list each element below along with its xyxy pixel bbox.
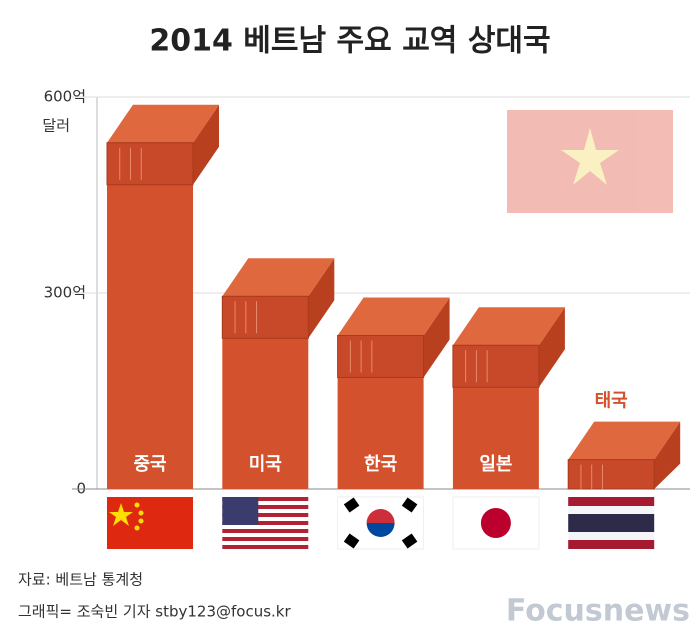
credit: 그래픽= 조숙빈 기자 stby123@focus.kr xyxy=(18,603,291,621)
bar-group xyxy=(337,297,450,489)
flag-stripe xyxy=(222,513,309,517)
flag-star xyxy=(138,510,144,516)
container-top xyxy=(337,297,450,336)
flag-trigram xyxy=(343,497,360,513)
container-front xyxy=(337,334,425,378)
flag-trigram xyxy=(343,533,360,549)
flag-stripe xyxy=(222,509,309,513)
flag-stripe xyxy=(568,540,655,549)
container-side xyxy=(308,258,335,339)
flag-stripe xyxy=(222,497,309,501)
vietnam-flag xyxy=(507,110,673,213)
flag-stripe xyxy=(222,541,309,545)
category-label: 태국 xyxy=(595,391,628,412)
container-top xyxy=(222,258,335,297)
flag-stripe xyxy=(222,533,309,537)
container-side xyxy=(423,297,450,378)
category-label: 중국 xyxy=(133,454,166,475)
flag-stripe xyxy=(222,501,309,505)
flag-stripe xyxy=(568,506,655,514)
flag-stripe xyxy=(222,529,309,533)
category-label: 미국 xyxy=(249,454,282,475)
watermark: Focusnews xyxy=(506,594,690,629)
flag-group xyxy=(568,497,655,549)
flag-star xyxy=(109,503,133,526)
container-side xyxy=(538,307,565,388)
container-side xyxy=(193,104,219,185)
flag-stripe xyxy=(222,537,309,541)
container-top xyxy=(107,104,219,143)
flag-stripe xyxy=(222,521,309,525)
flag xyxy=(107,497,193,549)
flag-canton xyxy=(222,497,259,525)
flag-stripe xyxy=(568,514,655,532)
y-tick-label: 300억 xyxy=(44,284,86,302)
flag-star xyxy=(134,525,140,531)
category-label: 일본 xyxy=(479,454,512,475)
bar xyxy=(107,142,193,489)
source: 자료: 베트남 통계청 xyxy=(18,571,143,589)
flag-group xyxy=(222,497,309,549)
flag-circle xyxy=(480,508,511,538)
flag-circle xyxy=(366,509,395,523)
flag-stripe xyxy=(568,532,655,540)
container-side xyxy=(654,421,681,489)
container-front xyxy=(221,295,309,339)
y-tick-label: 600억 xyxy=(44,88,86,106)
flag-stripe xyxy=(222,505,309,509)
flag-stripe xyxy=(222,525,309,529)
container-top xyxy=(568,421,681,460)
container-front xyxy=(452,344,540,388)
container-front xyxy=(567,459,655,490)
bar-group xyxy=(567,421,681,490)
flag-trigram xyxy=(401,497,418,513)
bar-group xyxy=(452,307,565,489)
flag-circle xyxy=(366,523,395,537)
flag-group xyxy=(107,497,193,549)
flag-stripe xyxy=(222,517,309,521)
chart-title: 2014 베트남 주요 교역 상대국 xyxy=(149,24,550,59)
category-label: 한국 xyxy=(364,454,397,475)
container-top xyxy=(452,307,565,346)
flag-star xyxy=(134,502,140,508)
flag-trigram xyxy=(401,533,418,549)
flag-group xyxy=(337,496,425,550)
flag-stripe xyxy=(568,497,655,506)
flag-group xyxy=(452,496,540,550)
flag-star xyxy=(138,518,144,524)
bar-group xyxy=(221,258,335,489)
bar-group xyxy=(106,104,219,489)
y-unit: 달러 xyxy=(42,117,70,135)
container-front xyxy=(106,142,194,186)
flag-stripe xyxy=(222,545,309,549)
